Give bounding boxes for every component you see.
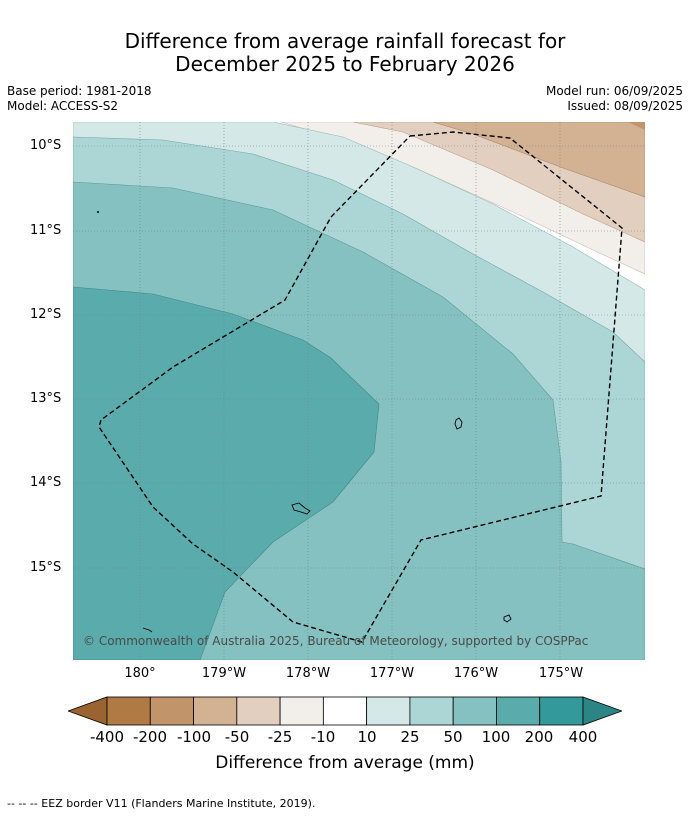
lat-label-12s: 12°S <box>30 307 62 322</box>
island-small-4 <box>142 627 153 633</box>
issued-date: Issued: 08/09/2025 <box>567 99 683 113</box>
eez-border <box>98 131 623 643</box>
colorbar <box>66 696 624 728</box>
lat-label-14s: 14°S <box>30 475 62 490</box>
colorbar-tick: 50 <box>443 728 463 746</box>
colorbar-tick: -400 <box>89 728 125 746</box>
graticule <box>73 122 645 660</box>
lat-label-15s: 15°S <box>30 560 62 575</box>
colorbar-tick: -200 <box>132 728 168 746</box>
colorbar-tick: -50 <box>224 728 250 746</box>
band-brown-dark <box>432 122 645 198</box>
colorbar-segment <box>452 696 497 726</box>
colorbar-tick: 10 <box>357 728 377 746</box>
lon-label-180: 180° <box>124 666 156 681</box>
meta-left: Base period: 1981-2018 Model: ACCESS-S2 <box>7 84 152 114</box>
colorbar-segment <box>193 696 238 726</box>
colorbar-tick: 25 <box>400 728 420 746</box>
copyright-notice: © Commonwealth of Australia 2025, Bureau… <box>83 634 589 648</box>
model-name: Model: ACCESS-S2 <box>7 99 119 113</box>
base-period: Base period: 1981-2018 <box>7 84 152 98</box>
colorbar-segment <box>409 696 454 726</box>
island-dot <box>97 211 99 213</box>
lon-label-177w: 177°W <box>369 666 415 681</box>
eez-legend: -- -- -- EEZ border V11 (Flanders Marine… <box>7 797 316 810</box>
colorbar-label: Difference from average (mm) <box>215 753 475 773</box>
lon-label-175w: 175°W <box>538 666 584 681</box>
lat-label-13s: 13°S <box>30 391 62 406</box>
model-run: Model run: 06/09/2025 <box>545 84 683 98</box>
lon-label-176w: 176°W <box>453 666 499 681</box>
colorbar-tick: 400 <box>568 728 598 746</box>
rainfall-map <box>73 122 645 660</box>
colorbar-tick: -100 <box>176 728 212 746</box>
title-line-1: Difference from average rainfall forecas… <box>124 29 566 53</box>
meta-right: Model run: 06/09/2025 Issued: 08/09/2025 <box>546 84 683 114</box>
colorbar-segment <box>106 696 151 726</box>
colorbar-segment <box>496 696 541 726</box>
colorbar-segment <box>236 696 281 726</box>
colorbar-segment <box>322 696 368 726</box>
band-teal-100-200 <box>73 286 380 660</box>
colorbar-tick: -10 <box>310 728 336 746</box>
lon-label-179w: 179°W <box>201 666 247 681</box>
colorbar-tick: 100 <box>481 728 511 746</box>
island-small-2 <box>291 502 311 515</box>
colorbar-extend-high <box>582 696 624 726</box>
title-line-2: December 2025 to February 2026 <box>175 52 515 76</box>
colorbar-segment <box>279 696 324 726</box>
colorbar-tick: 200 <box>524 728 554 746</box>
lon-label-178w: 178°W <box>285 666 331 681</box>
colorbar-segment <box>366 696 411 726</box>
colorbar-tick: -25 <box>267 728 293 746</box>
island-small-3 <box>503 614 512 623</box>
colorbar-segment <box>539 696 584 726</box>
lat-label-11s: 11°S <box>30 223 62 238</box>
island-small-1 <box>454 417 463 430</box>
colorbar-ticks: -400 -200 -100 -50 -25 -10 10 25 50 100 … <box>0 728 690 746</box>
map-canvas <box>73 122 645 660</box>
lat-label-10s: 10°S <box>30 138 62 153</box>
colorbar-segment <box>149 696 194 726</box>
chart-title: Difference from average rainfall forecas… <box>0 30 690 76</box>
colorbar-extend-low <box>66 696 108 726</box>
band-brown-darkest <box>628 122 645 130</box>
colorbar-canvas <box>66 696 624 726</box>
